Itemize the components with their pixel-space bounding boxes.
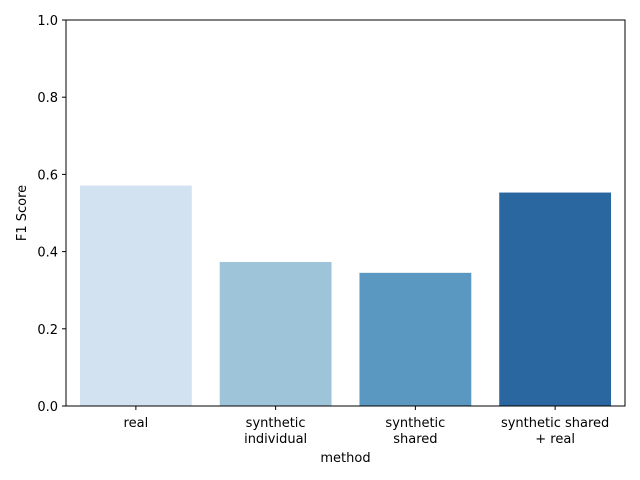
x-tick-label-line: + real (535, 432, 575, 447)
y-tick-label: 1.0 (37, 14, 58, 29)
bar (219, 262, 332, 406)
y-ticks: 0.0 0.2 0.4 0.6 0.8 1.0 (37, 14, 66, 415)
x-tick-label: synthetic shared (385, 416, 445, 447)
x-tick-label-line: synthetic (246, 416, 306, 431)
bars-group (79, 185, 612, 406)
x-tick-label-line: shared (393, 432, 437, 447)
y-tick-label: 0.4 (37, 246, 58, 261)
x-tick-label: synthetic individual (244, 416, 307, 447)
x-tick-label-line: real (124, 416, 149, 431)
plot-frame (65, 19, 626, 407)
y-tick-label: 0.2 (37, 323, 58, 338)
x-axis-title: method (320, 451, 370, 466)
x-tick-label-line: synthetic shared (501, 416, 609, 431)
x-tick-label-line: individual (244, 432, 307, 447)
bar (79, 185, 192, 406)
bar (499, 192, 612, 406)
y-tick-label: 0.6 (37, 168, 58, 183)
x-tick-label-line: synthetic (385, 416, 445, 431)
x-tick-label: real (124, 416, 149, 431)
y-tick-label: 0.8 (37, 91, 58, 106)
axes-group (65, 19, 626, 407)
y-tick-label: 0.0 (37, 400, 58, 415)
bar (359, 272, 472, 406)
y-axis-title: F1 Score (15, 185, 30, 241)
x-tick-label: synthetic shared + real (501, 416, 609, 447)
